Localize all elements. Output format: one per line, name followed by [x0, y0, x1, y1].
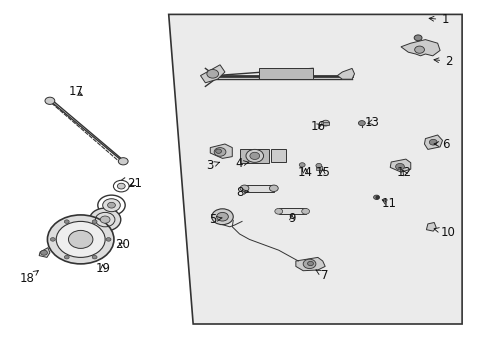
Circle shape — [358, 121, 365, 126]
Circle shape — [240, 185, 248, 192]
Circle shape — [321, 120, 329, 126]
Circle shape — [299, 163, 305, 167]
Text: 3: 3 — [206, 159, 219, 172]
Circle shape — [118, 158, 128, 165]
Polygon shape — [210, 144, 232, 158]
Text: 16: 16 — [310, 120, 325, 132]
Text: 18: 18 — [20, 271, 38, 285]
Circle shape — [414, 46, 424, 53]
Circle shape — [211, 209, 233, 225]
Circle shape — [214, 148, 225, 156]
Circle shape — [50, 238, 55, 241]
Polygon shape — [426, 222, 435, 231]
Circle shape — [47, 215, 114, 264]
Circle shape — [216, 212, 228, 221]
Polygon shape — [424, 135, 442, 149]
Circle shape — [56, 221, 105, 257]
Circle shape — [303, 259, 315, 269]
Text: 17: 17 — [68, 85, 83, 98]
Text: 19: 19 — [95, 262, 110, 275]
Circle shape — [92, 220, 97, 224]
Text: 11: 11 — [381, 197, 395, 210]
Text: 4: 4 — [235, 157, 248, 170]
Text: 5: 5 — [208, 213, 222, 226]
Circle shape — [100, 216, 110, 223]
Polygon shape — [400, 40, 439, 56]
Circle shape — [215, 149, 221, 153]
Bar — [278, 208, 305, 214]
Circle shape — [102, 199, 120, 212]
Text: 14: 14 — [298, 166, 312, 179]
Circle shape — [274, 208, 282, 214]
Bar — [239, 149, 268, 163]
Polygon shape — [337, 68, 354, 79]
Text: 20: 20 — [115, 238, 129, 251]
Circle shape — [89, 208, 121, 231]
Polygon shape — [295, 257, 325, 271]
Polygon shape — [168, 14, 461, 324]
Circle shape — [428, 139, 436, 145]
Circle shape — [315, 163, 321, 168]
Text: 6: 6 — [433, 138, 449, 150]
Bar — [244, 185, 273, 192]
Circle shape — [41, 250, 47, 255]
Circle shape — [106, 238, 111, 241]
Text: 2: 2 — [433, 55, 452, 68]
Text: 7: 7 — [315, 269, 328, 282]
Text: 10: 10 — [433, 226, 454, 239]
Bar — [259, 68, 312, 79]
Text: 12: 12 — [396, 166, 411, 179]
Circle shape — [206, 69, 218, 78]
Circle shape — [301, 208, 309, 214]
Text: 21: 21 — [127, 177, 142, 190]
Bar — [315, 166, 321, 170]
Polygon shape — [389, 159, 410, 172]
Circle shape — [245, 149, 263, 162]
Circle shape — [269, 185, 278, 192]
Circle shape — [64, 255, 69, 259]
Circle shape — [307, 261, 313, 266]
Text: 15: 15 — [315, 166, 329, 179]
Circle shape — [413, 35, 421, 41]
Circle shape — [107, 202, 115, 208]
Bar — [322, 122, 328, 125]
Text: 1: 1 — [428, 13, 448, 26]
Circle shape — [68, 230, 93, 248]
Circle shape — [395, 163, 404, 170]
Circle shape — [117, 183, 125, 189]
Circle shape — [373, 195, 379, 199]
Polygon shape — [39, 248, 50, 257]
Text: 8: 8 — [235, 186, 248, 199]
Text: 9: 9 — [287, 212, 295, 225]
Circle shape — [64, 220, 69, 224]
Circle shape — [92, 255, 97, 259]
Circle shape — [249, 152, 259, 159]
Polygon shape — [200, 65, 224, 83]
Bar — [271, 149, 285, 162]
Text: 13: 13 — [364, 116, 378, 129]
Circle shape — [45, 97, 55, 104]
